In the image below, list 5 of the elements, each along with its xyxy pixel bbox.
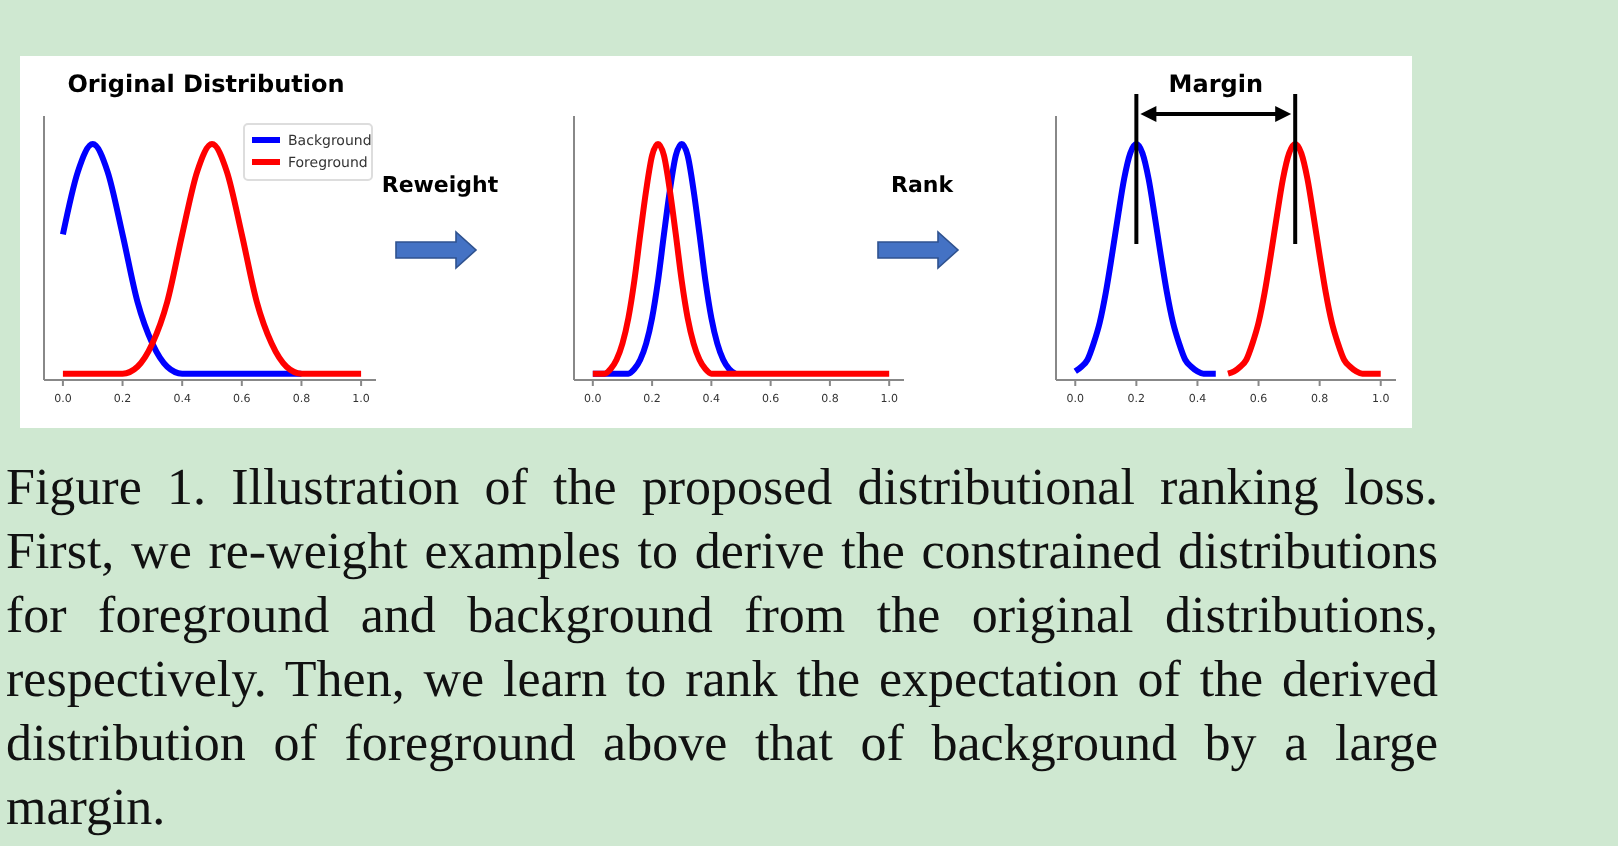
text: Reweight (381, 172, 499, 198)
caption: Figure 1. Illustration of the proposed distributional ranking loss. First, we re-weight examples to derive the constrained distributions for foreground and background from the original distributions, respectively. Then, we learn to rank the expectation of the derived distribution of foreground above that of background by a large margin. (6, 458, 1438, 836)
chart-title: Original Distribution (67, 70, 345, 98)
chart-title: Margin (1168, 70, 1263, 98)
annotation: Rank (890, 172, 955, 198)
